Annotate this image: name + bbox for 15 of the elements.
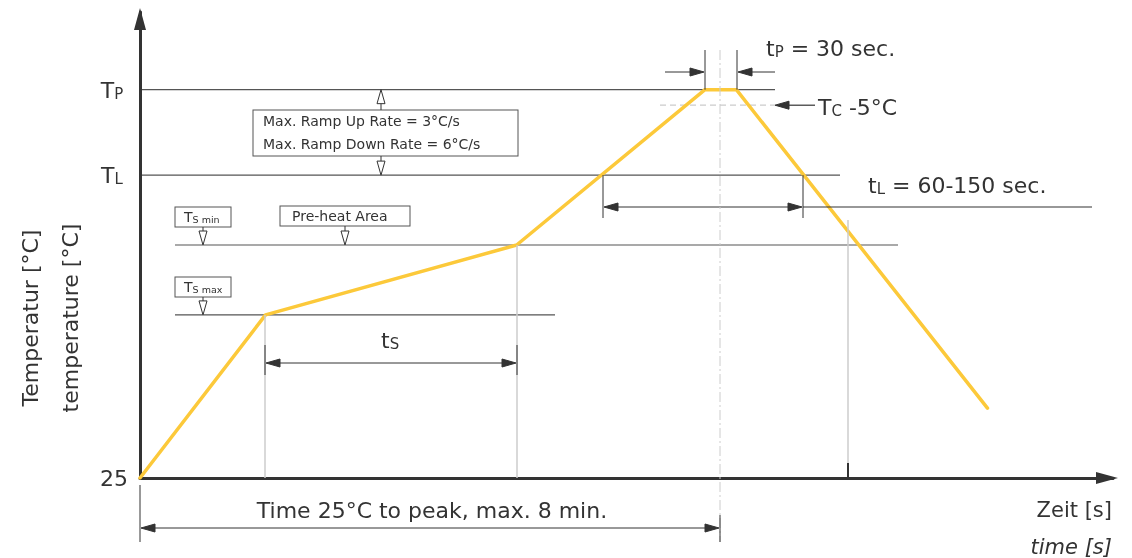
annotation: t$_{S}$ (381, 327, 400, 354)
y-axis-title: Temperatur [°C] temperature [°C] (17, 223, 83, 413)
ref-line-label: T$_{S min}$ (183, 209, 220, 226)
ref-line-label: T$_{C}$ -5°C (817, 94, 898, 121)
ref-line-label: T$_{P}$ (99, 77, 124, 103)
text: t$_{P}$ = 30 sec. (766, 35, 896, 62)
x-axis-title: Zeit [s] time [s] (1030, 498, 1112, 558)
annotation: Max. Ramp Up Rate = 3°C/s (263, 113, 460, 129)
ref-line-label: T$_{L}$ (100, 162, 124, 189)
text: 25 (100, 465, 128, 491)
text: Time 25°C to peak, max. 8 min. (255, 497, 608, 523)
annotation: Pre-heat Area (292, 208, 388, 224)
ref-line-label: T$_{S max}$ (183, 279, 223, 296)
annotation: t$_{L}$ = 60-150 sec. (868, 172, 1047, 199)
annotation: Max. Ramp Down Rate = 6°C/s (263, 136, 481, 152)
